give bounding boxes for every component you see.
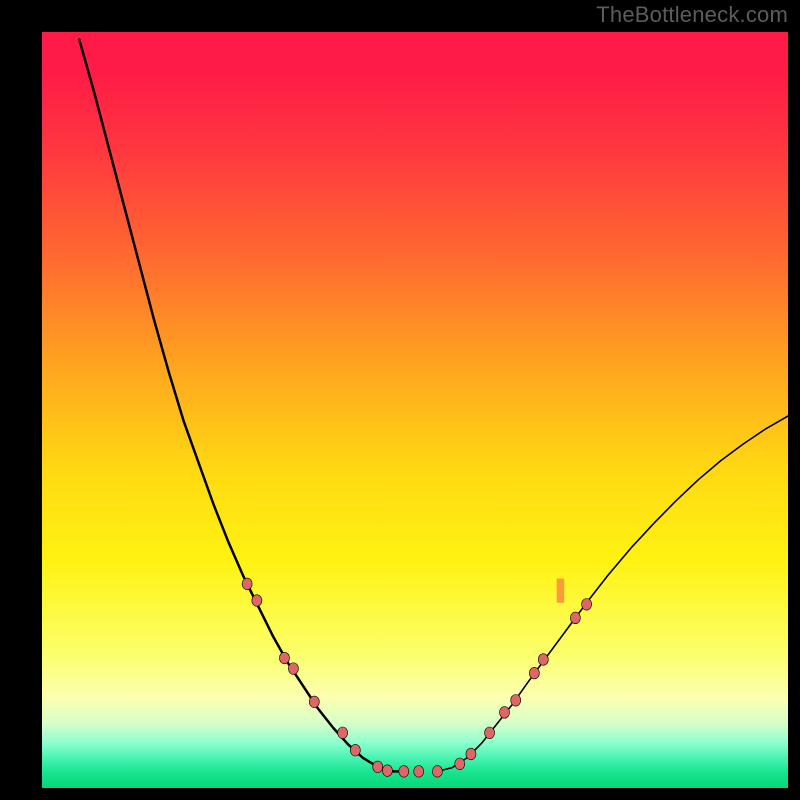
marker-point: [529, 667, 539, 679]
marker-point: [399, 766, 409, 778]
plot-background: [42, 32, 788, 788]
marker-point: [338, 727, 348, 739]
marker-point: [309, 696, 319, 708]
marker-point: [279, 652, 289, 664]
marker-point: [500, 707, 510, 719]
marker-point: [382, 765, 392, 777]
marker-point: [414, 766, 424, 778]
marker-point: [455, 758, 465, 770]
marker-point: [511, 695, 521, 707]
marker-point: [485, 727, 495, 739]
bottleneck-chart: [0, 0, 800, 800]
watermark-text: TheBottleneck.com: [596, 2, 788, 28]
marker-point: [288, 663, 298, 675]
marker-point: [242, 578, 252, 590]
marker-point: [432, 766, 442, 778]
marker-point: [373, 761, 383, 773]
anomaly-tick: [557, 579, 564, 603]
marker-point: [570, 612, 580, 624]
chart-stage: TheBottleneck.com: [0, 0, 800, 800]
marker-point: [252, 595, 262, 607]
marker-point: [582, 598, 592, 610]
marker-point: [466, 748, 476, 760]
marker-point: [350, 744, 360, 756]
marker-point: [538, 654, 548, 666]
